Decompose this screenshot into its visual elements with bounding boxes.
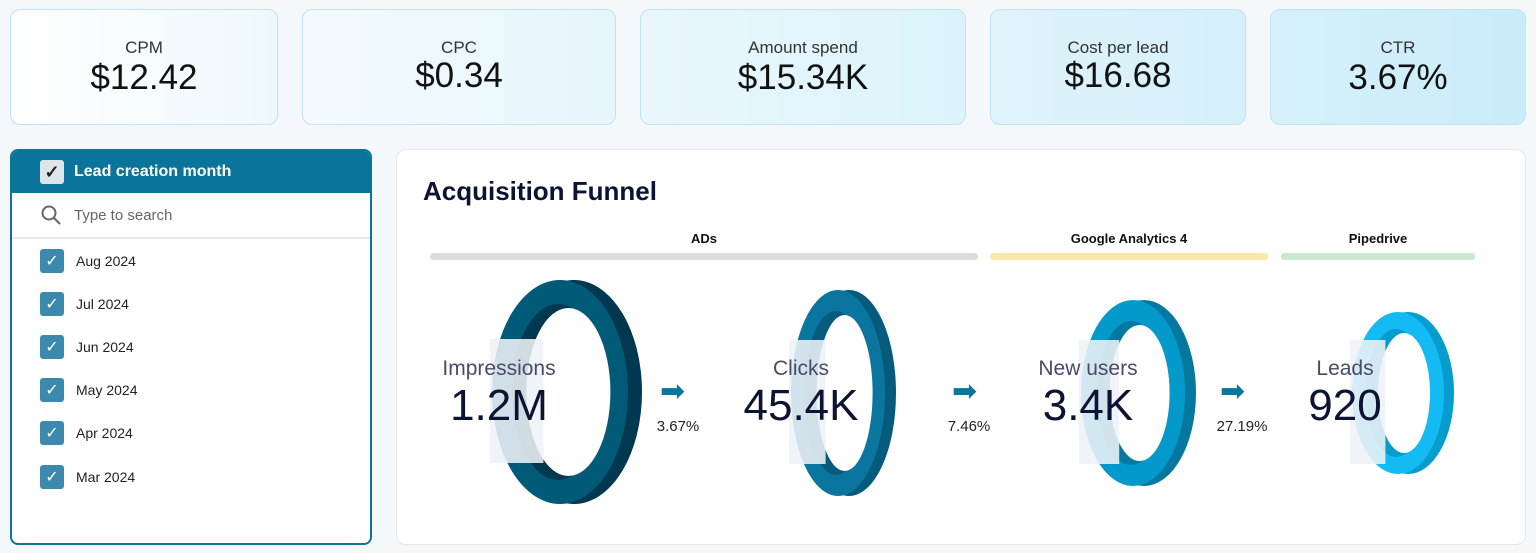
option-label: May 2024 <box>76 382 138 399</box>
filter-option[interactable]: ✓ Aug 2024 <box>12 239 370 282</box>
filter-option[interactable]: ✓ Jul 2024 <box>12 282 370 325</box>
source-label-pipedrive: Pipedrive <box>1348 231 1408 246</box>
lead-month-filter: ✓ Lead creation month Type to search ✓ Aug… <box>10 149 372 545</box>
search-placeholder: Type to search <box>74 206 173 224</box>
checkbox-checked-icon[interactable]: ✓ <box>40 464 64 489</box>
kpi-cpm: CPM $12.42 <box>10 9 278 125</box>
arrow-right-icon: ➡ <box>952 375 978 408</box>
stage-label: New users <box>1038 357 1138 380</box>
search-icon <box>41 205 61 225</box>
checkbox-checked-icon[interactable]: ✓ <box>40 291 64 316</box>
checkbox-checked-icon[interactable]: ✓ <box>40 421 64 446</box>
source-bar-ads <box>430 253 978 260</box>
kpi-label: CPM <box>125 38 163 57</box>
label-backdrop <box>1350 340 1386 464</box>
kpi-value: $0.34 <box>415 56 503 95</box>
ring-hole <box>526 308 611 476</box>
conversion-rate: 7.46% <box>947 418 991 435</box>
label-backdrop <box>1079 340 1120 464</box>
option-label: Jun 2024 <box>76 338 134 355</box>
arrow-right-icon: ➡ <box>1220 375 1246 408</box>
source-bar-pipedrive <box>1281 253 1475 260</box>
ring-hole <box>1378 333 1430 453</box>
select-all-checkbox[interactable]: ✓ <box>40 160 64 184</box>
kpi-cpc: CPC $0.34 <box>302 9 616 125</box>
source-bar-ga4 <box>990 253 1268 260</box>
search-input[interactable]: Type to search <box>12 193 370 239</box>
source-label-ga4: Google Analytics 4 <box>1070 231 1188 246</box>
kpi-value: $16.68 <box>1064 56 1172 95</box>
filter-header[interactable]: ✓ Lead creation month <box>12 151 370 193</box>
filter-option[interactable]: ✓ May 2024 <box>12 369 370 412</box>
filter-title: Lead creation month <box>74 163 232 180</box>
kpi-amount-spend: Amount spend $15.34K <box>640 9 966 125</box>
kpi-label: CPC <box>441 38 477 57</box>
conversion-rate: 3.67% <box>656 418 700 435</box>
kpi-value: $12.42 <box>90 58 198 97</box>
source-label-ads: ADs <box>690 231 717 246</box>
stage-value: 1.2M <box>450 381 548 430</box>
checkbox-checked-icon[interactable]: ✓ <box>40 248 64 273</box>
label-backdrop <box>789 340 826 464</box>
filter-option[interactable]: ✓ Jun 2024 <box>12 325 370 368</box>
stage-value: 920 <box>1308 381 1382 430</box>
option-label: Apr 2024 <box>76 425 133 442</box>
kpi-label: Cost per lead <box>1067 38 1169 57</box>
stage-label: Leads <box>1316 357 1374 380</box>
kpi-value: 3.67% <box>1348 58 1448 97</box>
option-label: Aug 2024 <box>76 252 136 269</box>
stage-label: Clicks <box>773 357 829 380</box>
ring-hole <box>1109 325 1170 461</box>
filter-option[interactable]: ✓ Apr 2024 <box>12 412 370 455</box>
kpi-ctr: CTR 3.67% <box>1270 9 1526 125</box>
stage-label: Impressions <box>442 357 556 380</box>
stage-value: 45.4K <box>743 381 859 430</box>
kpi-cost-per-lead: Cost per lead $16.68 <box>990 9 1246 125</box>
ring-hole <box>816 315 873 471</box>
kpi-label: Amount spend <box>748 38 858 57</box>
funnel-title: Acquisition Funnel <box>423 176 657 206</box>
arrow-right-icon: ➡ <box>660 375 686 408</box>
filter-option[interactable]: ✓ Mar 2024 <box>12 455 370 498</box>
label-backdrop <box>490 339 544 463</box>
option-label: Jul 2024 <box>76 295 129 312</box>
kpi-value: $15.34K <box>737 58 869 97</box>
checkbox-checked-icon[interactable]: ✓ <box>40 378 64 403</box>
conversion-rate: 27.19% <box>1216 418 1268 435</box>
stage-value: 3.4K <box>1042 381 1134 430</box>
option-label: Mar 2024 <box>76 468 136 485</box>
kpi-label: CTR <box>1380 38 1416 57</box>
checkbox-checked-icon[interactable]: ✓ <box>40 334 64 359</box>
